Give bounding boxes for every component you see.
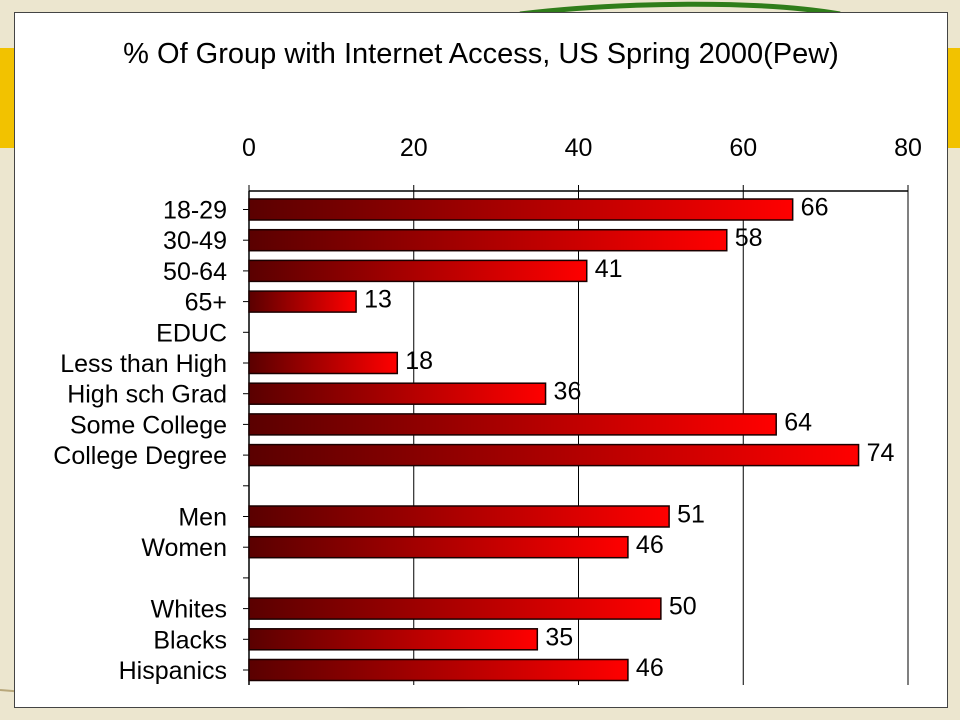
category-label: Some College <box>70 411 227 439</box>
category-label: Men <box>178 504 227 532</box>
data-label: 36 <box>554 378 582 406</box>
data-label: 46 <box>636 654 664 682</box>
category-label: 65+ <box>185 289 227 317</box>
bar <box>248 505 670 528</box>
category-label: Less than High <box>60 350 227 378</box>
bar <box>248 535 629 559</box>
x-tick-label: 20 <box>400 134 428 162</box>
bar <box>248 597 662 620</box>
data-label: 64 <box>784 408 812 436</box>
category-label: Whites <box>151 596 227 624</box>
bar-chart: % Of Group with Internet Access, US Spri… <box>53 38 922 685</box>
category-label: 18-29 <box>163 197 227 225</box>
bar <box>248 413 777 436</box>
bar <box>248 228 728 252</box>
data-label: 18 <box>405 347 433 375</box>
data-label: 13 <box>364 286 392 314</box>
category-label: High sch Grad <box>67 381 227 409</box>
data-label: 51 <box>677 501 705 529</box>
category-label: 50-64 <box>163 258 227 286</box>
data-label: 46 <box>636 531 664 559</box>
data-label: 41 <box>595 255 623 283</box>
category-label: 30-49 <box>163 227 227 255</box>
bar <box>248 443 860 467</box>
category-label: Blacks <box>153 626 227 654</box>
category-label: College Degree <box>53 442 227 470</box>
x-tick-label: 40 <box>565 134 593 162</box>
data-label: 66 <box>801 194 829 222</box>
x-tick-label: 60 <box>729 134 757 162</box>
bar <box>248 351 399 375</box>
bar <box>248 198 794 221</box>
data-label: 35 <box>545 623 573 651</box>
data-label: 74 <box>867 439 895 467</box>
x-tick-label: 0 <box>242 134 256 162</box>
chart-title: % Of Group with Internet Access, US Spri… <box>123 38 839 70</box>
x-tick-label: 80 <box>894 134 922 162</box>
bar <box>248 259 588 283</box>
bar <box>248 658 629 682</box>
bar <box>248 628 539 651</box>
data-label: 58 <box>735 224 763 252</box>
bar <box>248 382 547 405</box>
bar <box>248 290 357 313</box>
category-label: EDUC <box>156 319 227 347</box>
category-label: Women <box>141 534 227 562</box>
chart-panel: % Of Group with Internet Access, US Spri… <box>14 12 948 708</box>
data-label: 50 <box>669 593 697 621</box>
category-label: Hispanics <box>119 657 227 685</box>
